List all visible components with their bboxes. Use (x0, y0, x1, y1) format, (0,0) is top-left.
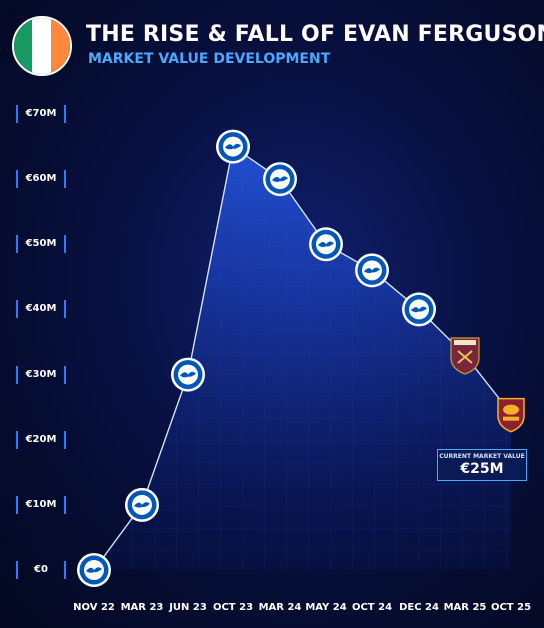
x-tick-label: OCT 23 (212, 602, 254, 613)
y-tick-label: €20M (16, 430, 66, 449)
area-grid-texture (94, 146, 511, 571)
page-title: THE RISE & FALL OF EVAN FERGUSON (86, 22, 544, 47)
x-tick-label: JUN 23 (169, 602, 207, 613)
y-tick-label: €10M (16, 495, 66, 514)
data-point-brighton-badge (171, 357, 205, 392)
data-point-brighton-badge (309, 227, 343, 262)
x-tick-label: MAR 23 (120, 602, 164, 613)
current-value-label: CURRENT MARKET VALUE (439, 453, 525, 460)
ireland-flag-icon (12, 16, 72, 76)
data-point-brighton-badge (402, 292, 436, 327)
data-point-brighton-badge (125, 487, 159, 522)
y-tick-label: €70M (16, 105, 66, 123)
x-tick-label: NOV 22 (73, 602, 115, 613)
y-tick-label: €40M (16, 300, 66, 319)
current-value: €25M (460, 461, 504, 477)
data-point-west-ham-badge (450, 337, 480, 375)
current-value-box: CURRENT MARKET VALUE €25M (437, 449, 527, 481)
y-tick-label: €0 (16, 561, 66, 579)
y-tick-label: €60M (16, 170, 66, 189)
data-point-brighton-badge (355, 253, 389, 288)
x-tick-label: OCT 25 (490, 602, 532, 613)
data-point-brighton-badge (216, 129, 250, 164)
series-line (93, 145, 512, 571)
data-point-brighton-badge (263, 162, 297, 197)
data-point-brighton-badge (77, 553, 111, 587)
data-point-roma-badge (497, 397, 525, 433)
y-tick-label: €50M (16, 235, 66, 254)
x-tick-label: OCT 24 (351, 602, 393, 613)
x-tick-label: MAR 24 (258, 602, 302, 613)
page-subtitle: MARKET VALUE DEVELOPMENT (88, 51, 331, 67)
y-tick-label: €30M (16, 365, 66, 384)
x-tick-label: MAR 25 (443, 602, 487, 613)
x-tick-label: MAY 24 (305, 602, 347, 613)
x-tick-label: DEC 24 (399, 602, 439, 613)
